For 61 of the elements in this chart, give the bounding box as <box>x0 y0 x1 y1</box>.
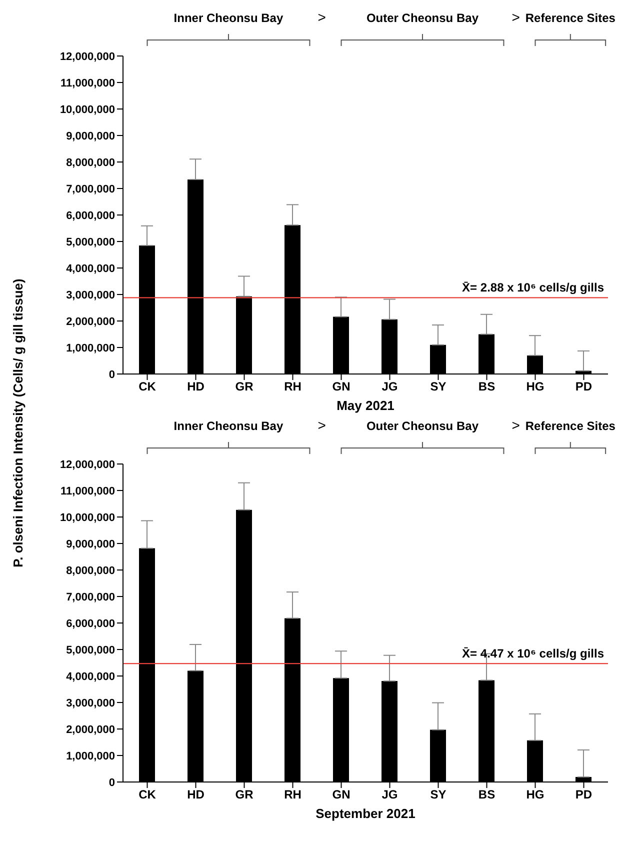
y-tick-label: 0 <box>108 368 115 381</box>
y-tick-label: 0 <box>108 776 115 789</box>
text: > <box>318 417 326 433</box>
y-tick-label: 7,000,000 <box>66 591 115 604</box>
y-tick-label: 12,000,000 <box>60 50 115 63</box>
y-tick-label: 6,000,000 <box>66 210 115 222</box>
text: Inner Cheonsu Bay <box>174 11 284 25</box>
y-axis-title: P. olseni Infection Intensity (Cells/ g gill tissue) <box>10 278 26 568</box>
x-tick-label: SY <box>430 788 446 802</box>
x-tick-label: PD <box>575 380 592 394</box>
x-tick-label: HG <box>526 788 544 802</box>
x-tick-label: BS <box>478 380 496 394</box>
x-tick-label: GN <box>332 788 350 802</box>
text: Reference Sites <box>525 11 616 25</box>
x-tick-label: RH <box>284 788 302 802</box>
y-tick-label: 4,000,000 <box>66 670 115 683</box>
y-tick-label: 3,000,000 <box>66 289 115 302</box>
x-tick-label: HD <box>187 788 205 802</box>
x-tick-label: GN <box>332 380 350 394</box>
x-tick-label: HD <box>187 380 205 394</box>
y-tick-label: 3,000,000 <box>66 697 115 710</box>
y-tick-label: 5,000,000 <box>66 236 115 248</box>
x-tick-label: GR <box>235 380 254 394</box>
text: > <box>512 417 520 433</box>
y-tick-label: 2,000,000 <box>66 724 115 736</box>
y-tick-label: 4,000,000 <box>66 262 115 275</box>
y-tick-label: 11,000,000 <box>60 485 115 498</box>
x-tick-label: CK <box>138 788 156 802</box>
x-tick-label: RH <box>284 380 302 394</box>
x-tick-label: CK <box>138 380 156 394</box>
x-tick-label: JG <box>382 380 398 394</box>
y-tick-label: 5,000,000 <box>66 644 115 656</box>
x-axis-title: September 2021 <box>314 806 416 823</box>
text: > <box>512 9 520 25</box>
y-tick-label: 10,000,000 <box>60 104 115 116</box>
text: Outer Cheonsu Bay <box>366 11 479 25</box>
y-tick-label: 12,000,000 <box>60 458 115 471</box>
y-tick-label: 2,000,000 <box>66 316 115 328</box>
x-tick-label: HG <box>526 380 544 394</box>
y-tick-label: 6,000,000 <box>66 618 115 630</box>
x-axis-title: May 2021 <box>336 398 396 415</box>
y-tick-label: 11,000,000 <box>60 77 115 90</box>
y-tick-label: 1,000,000 <box>66 342 115 354</box>
x-tick-label: SY <box>430 380 446 394</box>
y-tick-label: 8,000,000 <box>66 564 115 577</box>
text: > <box>318 9 326 25</box>
y-tick-label: 10,000,000 <box>60 512 115 524</box>
text: Reference Sites <box>525 419 616 433</box>
y-tick-label: 9,000,000 <box>66 130 115 142</box>
y-tick-label: 8,000,000 <box>66 156 115 169</box>
x-tick-label: PD <box>575 788 592 802</box>
annotation: X̄= 4.47 x 10⁶ cells/g gills <box>462 646 604 661</box>
x-tick-label: BS <box>478 788 496 802</box>
y-tick-label: 9,000,000 <box>66 538 115 550</box>
y-tick-label: 7,000,000 <box>66 183 115 196</box>
annotation: X̄= 2.88 x 10⁶ cells/g gills <box>462 280 604 295</box>
x-tick-label: GR <box>235 788 254 802</box>
text: Outer Cheonsu Bay <box>366 419 479 433</box>
x-tick-label: JG <box>382 788 398 802</box>
y-tick-label: 1,000,000 <box>66 750 115 762</box>
text: Inner Cheonsu Bay <box>174 419 284 433</box>
